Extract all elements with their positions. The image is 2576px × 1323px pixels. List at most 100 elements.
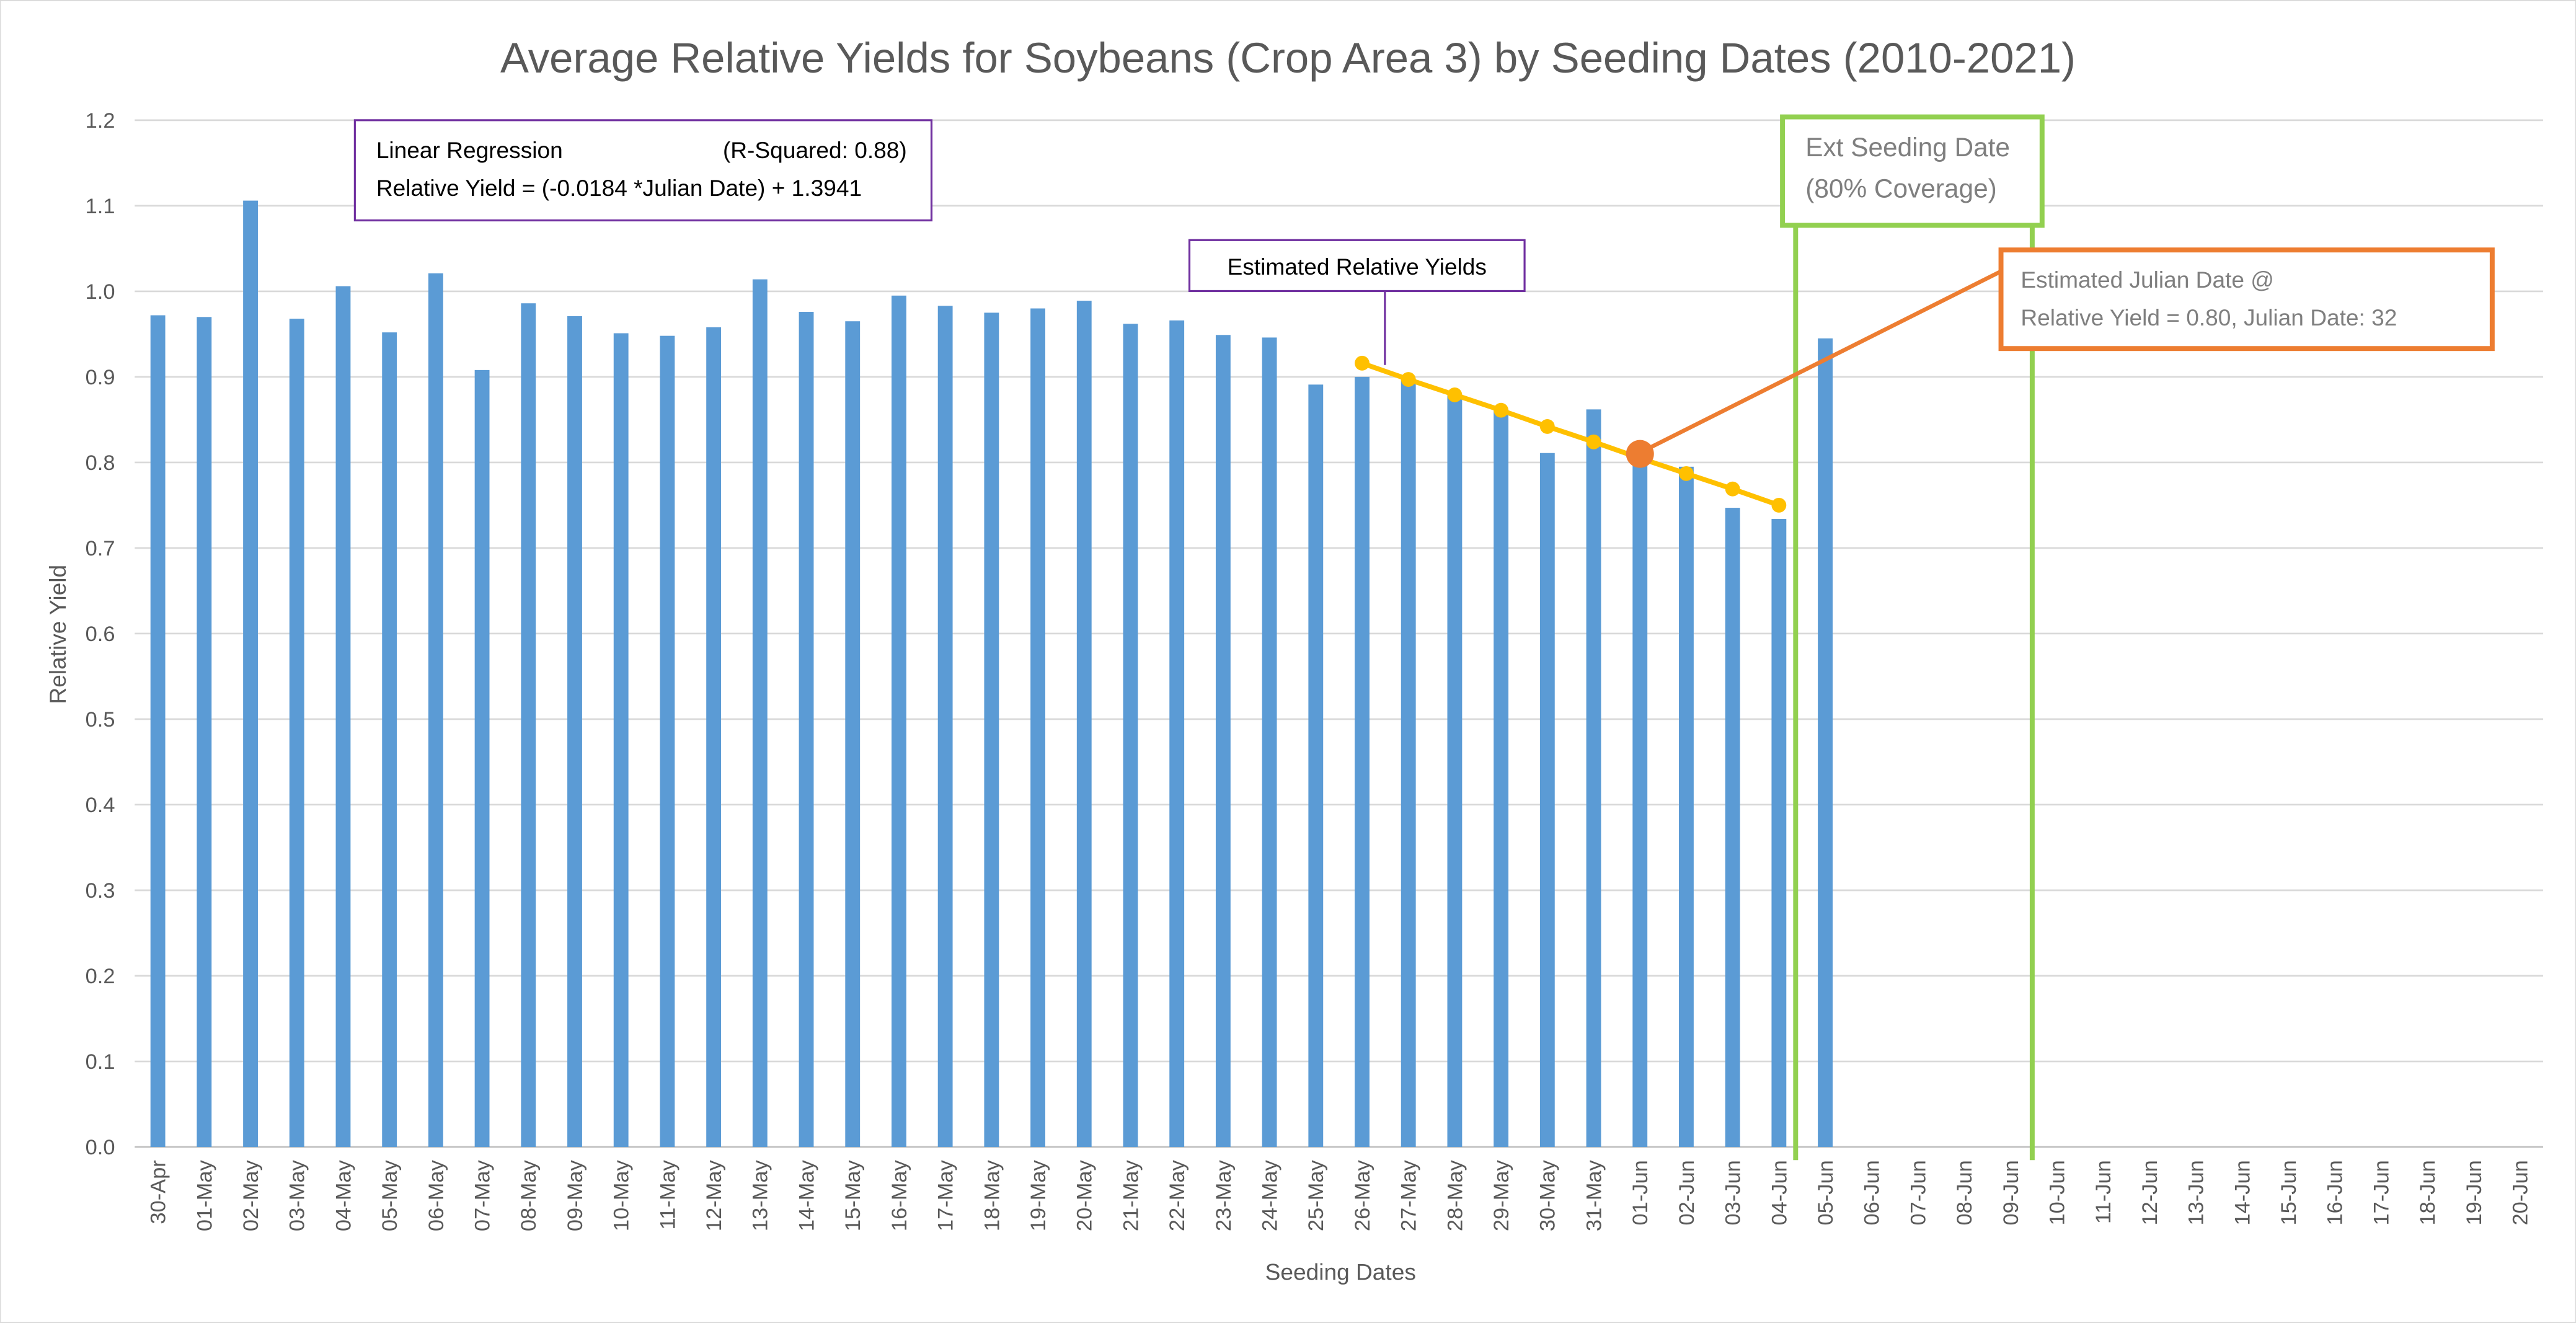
- estimated-yield-point: [1355, 355, 1370, 371]
- bar: [474, 369, 490, 1148]
- x-axis-label: Seeding Dates: [1265, 1259, 1416, 1285]
- y-axis-label: Relative Yield: [45, 565, 71, 704]
- x-tick-label: 27-May: [1397, 1159, 1421, 1231]
- bar: [243, 200, 258, 1148]
- bar: [984, 312, 999, 1148]
- bar: [706, 327, 722, 1148]
- regression-equation: Relative Yield = (-0.0184 *Julian Date) …: [376, 175, 862, 201]
- bar: [521, 303, 536, 1148]
- x-tick-label: 02-Jun: [1675, 1160, 1699, 1225]
- x-tick-label: 30-Apr: [147, 1160, 170, 1224]
- x-tick-label: 08-Jun: [1953, 1160, 1976, 1225]
- y-tick-label: 0.1: [86, 1050, 115, 1074]
- bar: [1539, 453, 1555, 1148]
- bar: [1123, 324, 1138, 1148]
- x-tick-label: 17-Jun: [2370, 1160, 2393, 1225]
- x-tick-label: 26-May: [1351, 1159, 1374, 1231]
- x-tick-label: 18-Jun: [2416, 1160, 2440, 1225]
- x-tick-label: 10-May: [610, 1159, 634, 1231]
- estimated-yield-point: [1771, 498, 1787, 513]
- y-tick-label: 1.2: [86, 109, 115, 133]
- bar: [937, 306, 953, 1148]
- x-tick-label: 15-May: [841, 1159, 865, 1231]
- julian-leader-line: [1637, 269, 2003, 456]
- x-tick-label: 01-Jun: [1629, 1160, 1652, 1225]
- estimated-yield-line: [1361, 361, 1780, 508]
- bar: [1262, 337, 1277, 1148]
- ext-seeding-line1: Ext Seeding Date: [1805, 133, 2010, 162]
- estimated-yields-annotation: Estimated Relative Yields: [1188, 239, 1526, 365]
- y-tick-label: 0.6: [86, 622, 115, 646]
- estimated-yield-point: [1725, 481, 1740, 497]
- ext-seeding-line2: (80% Coverage): [1805, 174, 1997, 203]
- estimated-yield-point: [1586, 434, 1601, 449]
- x-tick-label: 13-May: [749, 1159, 772, 1231]
- x-tick-label: 21-May: [1119, 1159, 1143, 1231]
- y-tick-label: 0.7: [86, 537, 115, 560]
- x-tick-label: 20-Jun: [2509, 1160, 2533, 1225]
- bar: [1494, 409, 1509, 1148]
- y-axis-ticks: 0.0 0.1 0.2 0.3 0.4 0.5 0.6 0.7 0.8 0.9 1.0 1.1 1.2: [86, 109, 115, 1159]
- x-tick-label: 12-Jun: [2138, 1160, 2162, 1225]
- bar: [1632, 462, 1648, 1148]
- ext-seeding-box: [1780, 114, 2045, 228]
- bar: [1447, 394, 1463, 1148]
- bar: [892, 295, 906, 1148]
- x-tick-label: 07-Jun: [1906, 1160, 1930, 1225]
- x-tick-label: 30-May: [1536, 1159, 1560, 1231]
- bars: [150, 200, 1833, 1148]
- x-tick-label: 14-Jun: [2231, 1160, 2254, 1225]
- chart-title: Average Relative Yields for Soybeans (Cr…: [500, 34, 2076, 82]
- bar: [197, 317, 212, 1148]
- bar: [382, 332, 397, 1148]
- r-squared: (R-Squared: 0.88): [723, 137, 907, 163]
- x-tick-label: 19-Jun: [2463, 1160, 2486, 1225]
- y-tick-label: 1.1: [86, 195, 115, 218]
- bar: [1030, 308, 1045, 1148]
- x-tick-label: 08-May: [517, 1159, 541, 1231]
- bar: [1725, 508, 1740, 1148]
- x-tick-label: 25-May: [1304, 1159, 1328, 1231]
- x-tick-label: 04-Jun: [1768, 1160, 1791, 1225]
- bar: [752, 279, 768, 1148]
- bar: [1771, 519, 1787, 1148]
- x-tick-label: 07-May: [471, 1159, 495, 1231]
- x-tick-label: 11-Jun: [2092, 1160, 2115, 1224]
- x-axis-ticks: 30-Apr 01-May 02-May 03-May 04-May 05-May 06-M…: [147, 1159, 2533, 1231]
- bar: [150, 315, 166, 1148]
- x-tick-label: 10-Jun: [2046, 1160, 2069, 1225]
- bar: [1215, 335, 1231, 1148]
- estimated-yield-point: [1494, 402, 1509, 418]
- bar: [1076, 301, 1092, 1148]
- x-tick-label: 09-May: [564, 1159, 587, 1231]
- x-tick-label: 28-May: [1443, 1159, 1467, 1231]
- julian-line1: Estimated Julian Date @: [2021, 267, 2274, 293]
- x-tick-label: 06-Jun: [1861, 1160, 1884, 1225]
- bar: [799, 312, 814, 1148]
- x-tick-label: 12-May: [702, 1159, 726, 1231]
- x-tick-label: 11-May: [656, 1159, 679, 1229]
- estimated-yield-point: [1539, 419, 1555, 434]
- y-tick-label: 0.8: [86, 451, 115, 475]
- x-tick-label: 24-May: [1259, 1159, 1282, 1231]
- julian-line2: Relative Yield = 0.80, Julian Date: 32: [2021, 304, 2397, 330]
- y-tick-label: 0.0: [86, 1136, 115, 1159]
- estimated-yield-point: [1401, 372, 1416, 387]
- x-tick-label: 14-May: [795, 1159, 818, 1231]
- x-tick-label: 01-May: [193, 1159, 216, 1231]
- bar: [1818, 338, 1833, 1148]
- x-tick-label: 15-Jun: [2277, 1160, 2301, 1225]
- x-tick-label: 18-May: [980, 1159, 1004, 1231]
- x-tick-label: 22-May: [1166, 1159, 1189, 1231]
- x-tick-label: 04-May: [332, 1159, 355, 1231]
- bar: [1586, 409, 1601, 1148]
- x-tick-label: 03-May: [286, 1159, 309, 1231]
- highlight-point: [1626, 440, 1654, 468]
- y-tick-label: 1.0: [86, 280, 115, 304]
- x-tick-label: 19-May: [1027, 1159, 1050, 1231]
- regression-box: [353, 119, 933, 222]
- bar: [1401, 378, 1416, 1148]
- regression-title: Linear Regression: [376, 137, 563, 163]
- y-tick-label: 0.4: [86, 794, 115, 817]
